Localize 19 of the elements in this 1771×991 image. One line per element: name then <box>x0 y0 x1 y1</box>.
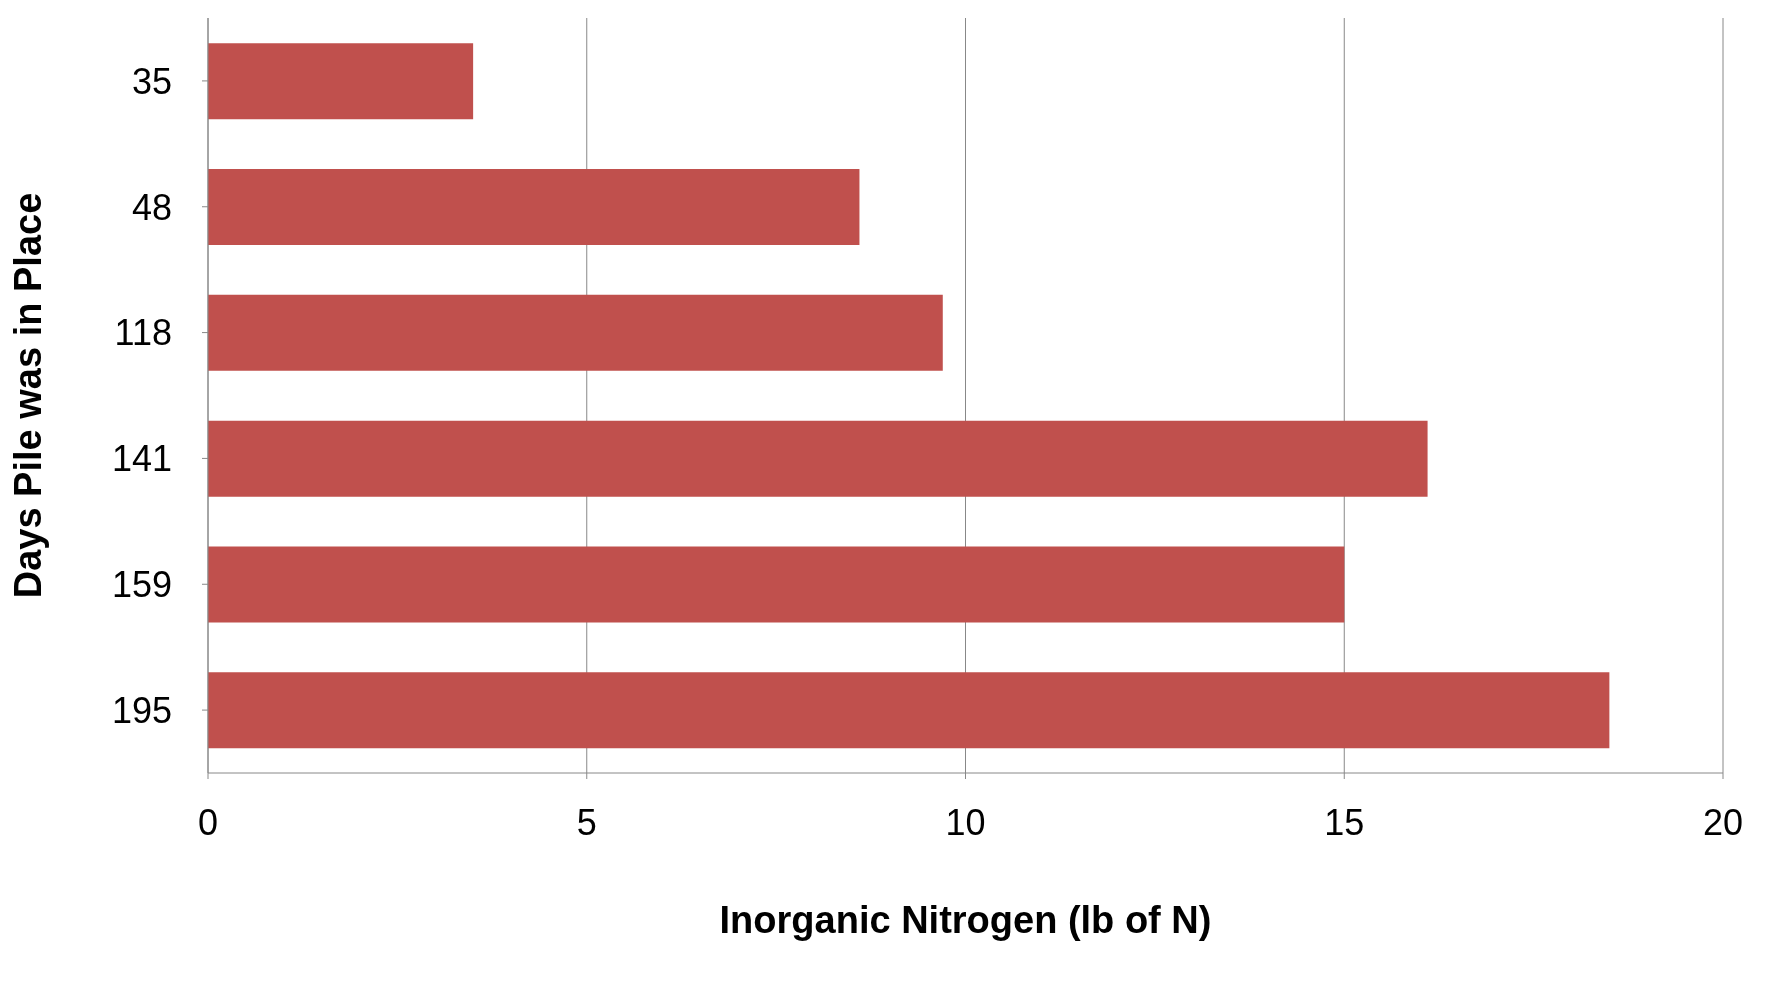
x-tick-label: 0 <box>197 801 219 843</box>
y-tick-label: 195 <box>111 689 172 731</box>
x-tick-label: 5 <box>576 801 597 843</box>
x-tick-label: 10 <box>945 801 986 843</box>
y-tick-label: 48 <box>131 186 172 228</box>
y-tick-label: 159 <box>111 564 172 606</box>
bar <box>208 294 943 371</box>
x-tick-label: 20 <box>1702 801 1744 843</box>
bar <box>208 546 1345 623</box>
y-axis-title: Days Pile was in Place <box>7 192 50 599</box>
bar <box>208 420 1428 497</box>
y-tick-label: 118 <box>114 312 172 354</box>
bar <box>208 43 474 120</box>
y-tick-label: 141 <box>111 438 172 480</box>
bar <box>208 169 860 245</box>
y-tick-label: 35 <box>131 60 172 102</box>
x-axis-title: Inorganic Nitrogen (lb of N) <box>719 899 1212 941</box>
bar <box>208 672 1610 749</box>
x-tick-label: 15 <box>1324 801 1365 843</box>
